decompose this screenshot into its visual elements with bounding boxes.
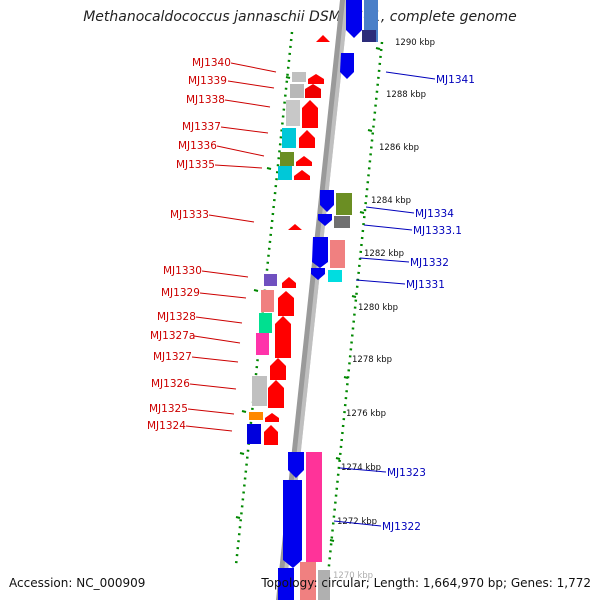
accession-text: Accession: NC_000909 [9,576,146,590]
label-mj1339[interactable]: MJ1339 [188,75,227,87]
kbp-tick-1270: 1270 kbp [333,571,373,581]
label-mj1324[interactable]: MJ1324 [147,420,186,432]
label-mj1340[interactable]: MJ1340 [192,57,231,69]
label-mj1330[interactable]: MJ1330 [163,265,202,277]
gene-block-mj1326[interactable] [252,376,267,406]
kbp-tick-1288: 1288 kbp [386,90,426,100]
label-mj1333[interactable]: MJ1333 [170,209,209,221]
gene-arrow-mj1333-1[interactable] [318,214,332,226]
gene-arrow-mj1340[interactable] [308,74,324,84]
label-mj1327[interactable]: MJ1327 [153,351,192,363]
gene-arrow-mj1326[interactable] [268,380,284,408]
label-mj1334[interactable]: MJ1334 [415,208,454,220]
label-mj1333-1[interactable]: MJ1333.1 [413,225,462,237]
gene-block-mj1324[interactable] [247,424,261,444]
gene-arrow-mj1327[interactable] [270,358,286,380]
gene-arrow-top-right[interactable] [346,0,362,38]
label-mj1337[interactable]: MJ1337 [182,121,221,133]
label-mj1331[interactable]: MJ1331 [406,279,445,291]
label-mj1328[interactable]: MJ1328 [157,311,196,323]
gene-arrow-mj1330[interactable] [282,277,296,288]
gene-arrow-mj1339[interactable] [305,84,321,98]
kbp-tick-1278: 1278 kbp [352,355,392,365]
reverse-gene-labels: MJ1341 MJ1334 MJ1333.1 MJ1332 MJ1331 MJ1… [382,74,475,533]
gene-block-bottom-blue[interactable] [278,568,294,600]
guide-ticks [235,47,381,542]
kbp-tick-1280: 1280 kbp [358,303,398,313]
gene-arrow-mj1341[interactable] [340,53,354,79]
label-mj1325[interactable]: MJ1325 [149,403,188,415]
gene-arrow-mj1328[interactable] [275,316,291,358]
gene-block-mj1325[interactable] [249,412,263,420]
gene-block-mj1333-1[interactable] [334,216,350,228]
kbp-tick-1286: 1286 kbp [379,143,419,153]
gene-block-mj1340[interactable] [292,72,306,82]
kbp-tick-1272: 1272 kbp [337,517,377,527]
gene-block-bottom-grey[interactable] [318,570,330,600]
gene-arrow-mj1335[interactable] [294,170,310,180]
label-mj1327a[interactable]: MJ1327a [150,330,195,342]
gene-block-mj1337[interactable] [282,128,296,148]
gene-block-mj1327a[interactable] [256,333,269,355]
gene-block-mj1332[interactable] [330,240,345,268]
forward-leader-lines [185,62,277,432]
label-mj1322[interactable]: MJ1322 [382,521,421,533]
gene-arrow-mj1322[interactable] [283,480,302,568]
topology-summary-text: Topology: circular; Length: 1,664,970 bp… [261,576,591,590]
gene-block-mj1334[interactable] [336,193,352,215]
gene-block-mj1336[interactable] [280,152,294,166]
label-mj1341[interactable]: MJ1341 [436,74,475,86]
genome-backbone-highlight [281,0,349,600]
label-mj1336[interactable]: MJ1336 [178,140,217,152]
kbp-tick-1276: 1276 kbp [346,409,386,419]
label-mj1338[interactable]: MJ1338 [186,94,225,106]
kbp-tick-1282: 1282 kbp [364,249,404,259]
gene-block-bottom-pink[interactable] [300,562,316,600]
gene-arrow-small-mj1333[interactable] [288,224,302,230]
label-mj1323[interactable]: MJ1323 [387,467,426,479]
gene-arrow-mj1337[interactable] [299,130,315,148]
gene-block-mj1338[interactable] [286,100,300,126]
gene-block-mj1339[interactable] [290,84,304,98]
genome-backbone-shade [0,0,1,1]
forward-gene-labels: MJ1340 MJ1339 MJ1338 MJ1337 MJ1336 MJ133… [147,57,231,432]
reverse-leader-lines [333,71,436,527]
gene-block-mj1331[interactable] [328,270,342,282]
gene-block-mj1323[interactable] [306,452,322,562]
gene-block-mj1335[interactable] [278,166,292,180]
gene-arrow-small-top[interactable] [316,35,330,42]
gene-block-mj1328[interactable] [259,313,272,333]
gene-arrow-mj1338[interactable] [302,100,318,128]
kbp-tick-1274: 1274 kbp [341,463,381,473]
kbp-tick-1290: 1290 kbp [395,38,435,48]
gene-arrow-mj1336[interactable] [296,156,312,166]
gene-arrow-mj1325[interactable] [265,413,279,422]
gene-arrow-mj1334[interactable] [320,190,334,212]
map-title: Methanocaldococcus jannaschii DSM 2661, … [83,9,517,25]
gene-arrow-mj1332[interactable] [312,237,328,268]
gene-arrow-mj1323[interactable] [288,452,304,478]
gene-block-top-right-b[interactable] [362,30,376,42]
gene-arrow-mj1331[interactable] [311,268,325,280]
gene-block-mj1329[interactable] [261,290,274,312]
right-dotted-guide [324,41,384,596]
label-mj1335[interactable]: MJ1335 [176,159,215,171]
label-mj1332[interactable]: MJ1332 [410,257,449,269]
gene-arrow-mj1324[interactable] [264,425,278,445]
label-mj1326[interactable]: MJ1326 [151,378,190,390]
gene-block-mj1330[interactable] [264,274,277,286]
gene-arrow-mj1329[interactable] [278,291,294,316]
label-mj1329[interactable]: MJ1329 [161,287,200,299]
kbp-tick-1284: 1284 kbp [371,196,411,206]
